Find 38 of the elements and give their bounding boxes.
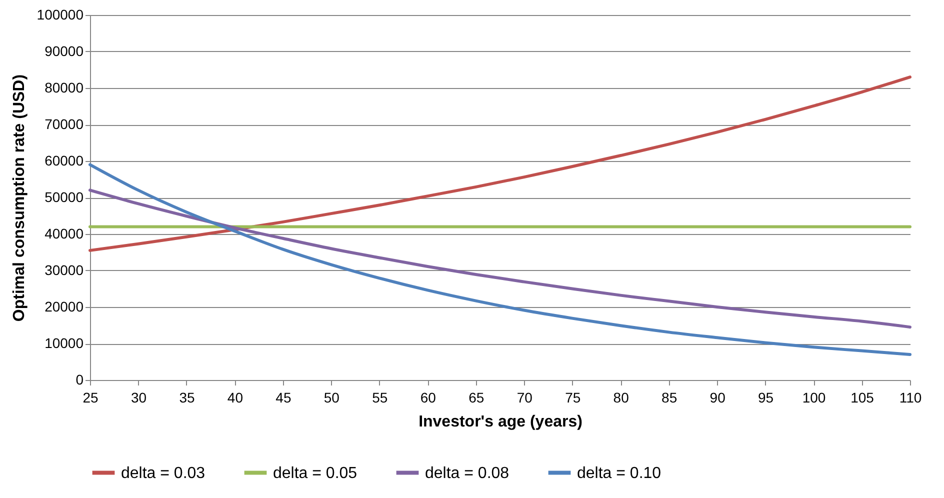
x-tick-label: 75: [565, 390, 581, 406]
x-tick-label: 45: [276, 390, 292, 406]
legend-label: delta = 0.03: [121, 464, 206, 482]
x-tick-label: 80: [613, 390, 630, 406]
x-tick-label: 50: [324, 390, 340, 406]
legend-label: delta = 0.08: [425, 464, 510, 482]
y-tick-label: 50000: [44, 189, 84, 205]
y-tick-label: 100000: [36, 6, 84, 22]
x-tick-label: 55: [372, 390, 388, 406]
x-tick-label: 60: [420, 390, 436, 406]
x-tick-label: 25: [82, 390, 98, 406]
y-tick-label: 60000: [44, 152, 84, 168]
legend-label: delta = 0.10: [577, 464, 662, 482]
y-tick-label: 70000: [44, 116, 84, 132]
y-tick-label: 0: [76, 372, 84, 388]
y-tick-label: 20000: [44, 298, 84, 314]
y-tick-label: 30000: [44, 262, 84, 278]
x-tick-label: 90: [710, 390, 726, 406]
x-axis-title: Investor's age (years): [418, 414, 582, 430]
x-tick-label: 95: [758, 390, 774, 406]
line-series: [88, 163, 912, 356]
x-tick-label: 65: [468, 390, 484, 406]
x-tick-label: 100: [802, 390, 826, 406]
x-tick-label: 105: [850, 390, 874, 406]
legend-label: delta = 0.05: [273, 464, 358, 482]
x-tick-label: 70: [516, 390, 533, 406]
x-tick-label: 35: [179, 390, 195, 406]
x-tick-label: 110: [899, 390, 922, 406]
line-series: [88, 188, 912, 329]
x-tick-label: 40: [227, 390, 244, 406]
y-tick-label: 80000: [44, 80, 84, 96]
x-tick-label: 30: [130, 390, 147, 406]
line-series: [88, 76, 912, 252]
y-axis-title: Optimal consumption rate (USD): [10, 74, 28, 322]
y-tick-label: 10000: [44, 335, 84, 351]
y-tick-label: 90000: [44, 43, 84, 59]
x-tick-label: 85: [662, 390, 678, 406]
y-tick-label: 40000: [44, 226, 84, 242]
